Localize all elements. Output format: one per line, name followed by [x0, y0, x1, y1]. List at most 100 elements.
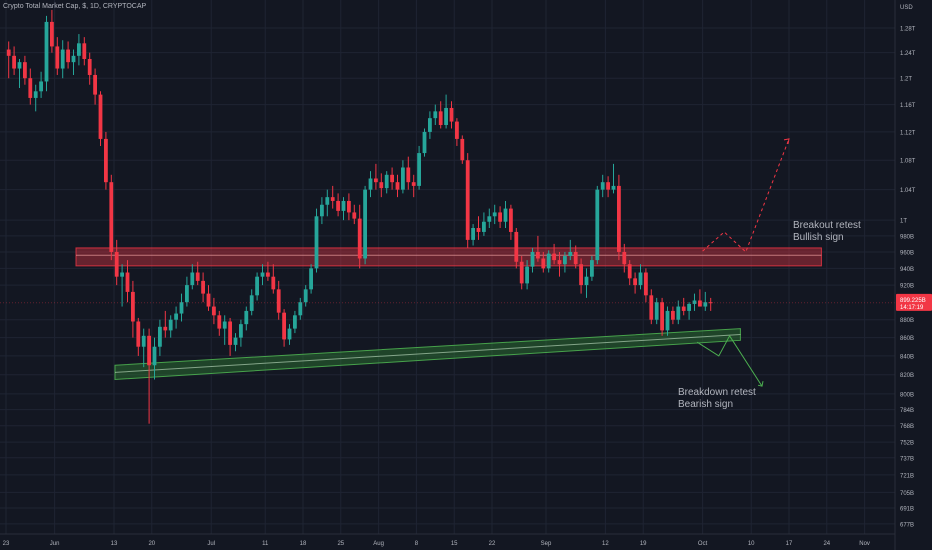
y-tick-label: 768B — [900, 424, 914, 430]
candle-body — [627, 264, 632, 279]
candle-body — [249, 295, 254, 311]
candle-body — [449, 107, 454, 122]
candle-body — [514, 231, 519, 262]
chart-title: Crypto Total Market Cap, $, 1D, CRYPTOCA… — [3, 3, 147, 10]
candle-body — [206, 293, 211, 307]
y-tick-label: 691B — [900, 506, 914, 512]
candle-body — [276, 289, 281, 313]
candle-body — [185, 285, 189, 303]
candle-body — [12, 55, 16, 69]
candle-body — [17, 62, 22, 69]
y-tick-label: 784B — [900, 408, 914, 414]
breakdown-annotation-line2: Bearish sign — [678, 399, 734, 410]
x-tick-label: 17 — [786, 541, 793, 547]
candle-body — [255, 276, 259, 296]
candle-body — [654, 302, 659, 320]
candle-body — [314, 216, 319, 269]
candle-body — [671, 310, 675, 320]
candle-body — [590, 260, 594, 277]
candle-body — [28, 78, 33, 98]
candle-body — [282, 312, 286, 340]
candle-body — [341, 200, 346, 211]
candle-body — [676, 306, 681, 320]
candle-body — [433, 111, 438, 119]
candle-body — [563, 256, 567, 265]
candle-body — [379, 182, 384, 189]
candle-body — [271, 276, 276, 290]
candle-body — [190, 272, 195, 286]
candle-body — [395, 182, 400, 190]
breakout-annotation: Breakout retest Bullish sign — [793, 220, 861, 244]
candle-body — [390, 174, 394, 183]
candle-body — [147, 335, 151, 366]
candle-body — [401, 167, 405, 190]
candle-body — [66, 49, 70, 63]
support-midline — [114, 333, 741, 373]
x-tick-label: 13 — [111, 541, 118, 547]
x-tick-label: Oct — [698, 541, 708, 547]
candle-body — [460, 138, 465, 161]
candle-body — [584, 276, 589, 286]
candle-body — [347, 200, 351, 213]
candle-body — [482, 221, 486, 232]
candle-body — [141, 335, 146, 347]
candle-body — [71, 55, 76, 63]
candle-body — [617, 185, 621, 252]
candle-body — [422, 131, 427, 154]
candle-body — [552, 253, 556, 261]
resistance-zone — [75, 247, 822, 267]
bullish-projection-path — [702, 138, 790, 253]
candle-body — [633, 278, 637, 286]
candle-body — [158, 326, 162, 347]
x-tick-label: Jul — [207, 541, 215, 547]
candle-body — [368, 178, 373, 190]
breakdown-annotation: Breakdown retest Bearish sign — [678, 387, 756, 411]
candle-body — [444, 107, 448, 126]
candle-body — [320, 204, 324, 217]
candle-body — [39, 81, 43, 92]
candle-body — [55, 46, 60, 69]
x-tick-label: 19 — [640, 541, 647, 547]
x-tick-label: Sep — [541, 541, 552, 547]
x-tick-label: Nov — [859, 541, 870, 547]
y-tick-label: 1.12T — [900, 130, 916, 136]
candle-body — [50, 21, 54, 47]
x-tick-label: Jun — [50, 541, 60, 547]
candle-body — [644, 272, 648, 296]
candle-body — [530, 251, 535, 267]
candle-body — [104, 138, 108, 183]
candle-body — [660, 302, 664, 331]
candle-body — [93, 74, 97, 95]
x-tick-label: 12 — [602, 541, 609, 547]
y-tick-label: 1.2T — [900, 77, 912, 83]
y-tick-label: 705B — [900, 491, 914, 497]
y-tick-label: 1.04T — [900, 188, 916, 194]
candle-body — [120, 272, 124, 277]
candle-body — [287, 328, 292, 340]
candle-body — [687, 303, 691, 311]
candle-body — [703, 302, 708, 307]
bearish-arrowhead — [757, 381, 764, 387]
candle-body — [179, 302, 184, 314]
candle-body — [239, 324, 243, 338]
candle-body — [611, 185, 616, 190]
candle-body — [363, 189, 367, 259]
y-tick-label: 800B — [900, 392, 914, 398]
candle-body — [665, 310, 670, 331]
breakdown-annotation-line1: Breakdown retest — [678, 387, 756, 398]
y-tick-label: 920B — [900, 284, 914, 290]
candle-body — [509, 208, 513, 232]
candle-body — [525, 266, 529, 284]
y-tick-label: 860B — [900, 336, 914, 342]
x-tick-label: 18 — [300, 541, 307, 547]
x-tick-label: 10 — [748, 541, 755, 547]
x-tick-label: 15 — [451, 541, 458, 547]
bullish-arrowhead — [783, 138, 790, 145]
candle-body — [352, 212, 357, 219]
candle-body — [168, 319, 173, 331]
y-tick-label: 980B — [900, 234, 914, 240]
candle-body — [212, 306, 216, 316]
price-badge-value: 899.225B — [900, 298, 926, 304]
